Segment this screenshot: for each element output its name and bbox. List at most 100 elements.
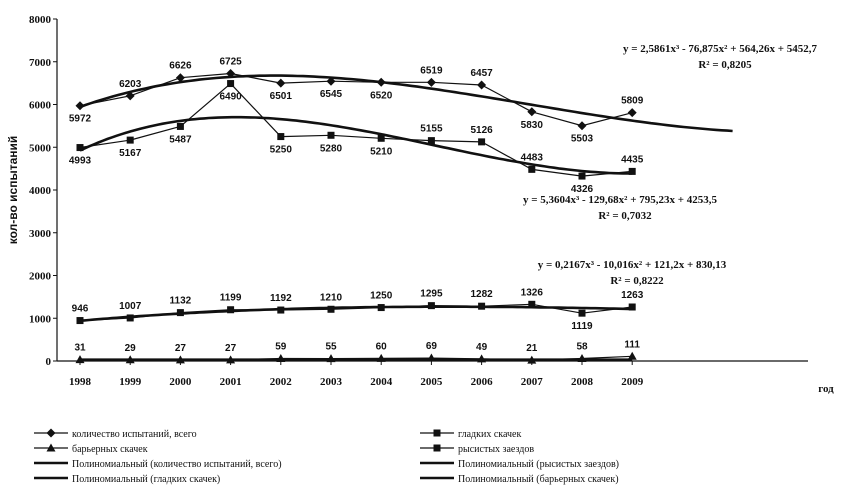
data-label: 6490 (219, 92, 242, 103)
data-label: 4993 (69, 156, 92, 167)
data-label: 6519 (420, 65, 443, 76)
legend-label: количество испытаний, всего (72, 429, 197, 440)
data-label: 6725 (219, 57, 242, 68)
series-3-point (125, 355, 135, 364)
series-3-point (376, 353, 386, 362)
data-label: 5830 (521, 120, 544, 131)
legend-marker (433, 444, 441, 452)
data-label: 1199 (220, 293, 242, 304)
series-0-point (426, 77, 436, 87)
trend-equation: y = 0,2167x³ - 10,016x² + 121,2x + 830,1… (538, 259, 727, 271)
series-3-point (577, 354, 587, 363)
series-1-point (478, 138, 486, 146)
y-tick-label: 6000 (29, 100, 52, 112)
trendline-0 (79, 74, 733, 133)
trend-r2: R² = 0,8222 (610, 275, 664, 287)
legend-label: Полиномиальный (рысистых заездов) (458, 459, 619, 470)
series-1-point (76, 144, 84, 152)
series-2-point (327, 305, 335, 313)
series-1-point (176, 122, 184, 130)
x-tick-label: 2006 (471, 376, 494, 388)
y-tick-label: 0 (46, 356, 52, 368)
data-label: 6626 (169, 61, 192, 72)
legend-marker (46, 443, 56, 452)
series-0-point (326, 76, 336, 86)
y-tick-label: 4000 (29, 185, 52, 197)
data-label: 1282 (470, 289, 493, 300)
trend-r2: R² = 0,8205 (698, 59, 752, 71)
data-label: 946 (72, 304, 89, 315)
series-3-point (426, 353, 436, 362)
series-1-point (628, 167, 636, 175)
data-label: 5250 (270, 145, 293, 156)
x-tick-label: 2004 (370, 376, 393, 388)
data-label: 5487 (169, 134, 192, 145)
data-label: 6501 (270, 91, 293, 102)
series-2-point (227, 306, 235, 314)
x-axis-title: год (818, 383, 834, 395)
data-label: 1295 (420, 289, 443, 300)
y-tick-label: 3000 (29, 228, 52, 240)
series-1-point (277, 133, 285, 141)
x-tick-label: 2000 (169, 376, 192, 388)
y-axis-title: кол-во испытаний (6, 136, 20, 244)
data-label: 29 (125, 343, 137, 354)
series-3-point (75, 355, 85, 364)
series-2-point (277, 306, 285, 314)
data-label: 31 (74, 343, 86, 354)
series-0-point (527, 107, 537, 117)
data-label: 69 (426, 341, 438, 352)
series-3-point (477, 354, 487, 363)
legend-label: гладких скачек (458, 429, 521, 440)
series-2-point (126, 314, 134, 322)
x-tick-label: 2003 (320, 376, 343, 388)
series-0-point (577, 121, 587, 131)
data-label: 49 (476, 342, 488, 353)
x-tick-label: 2009 (621, 376, 644, 388)
series-1-point (227, 80, 235, 88)
data-label: 6520 (370, 90, 393, 101)
series-2-point (628, 303, 636, 311)
axes: 0 1000 2000 3000 4000 5000 6000 7000 8000 1998 199… (29, 14, 808, 388)
data-label: 6457 (470, 68, 493, 79)
data-label: 4483 (521, 152, 544, 163)
series-line-3 (79, 355, 633, 361)
y-tick-label: 5000 (29, 142, 52, 154)
trend-r2: R² = 0,7032 (598, 210, 652, 222)
data-label: 4326 (571, 184, 594, 195)
series-2-point (478, 302, 486, 310)
series-line-2 (79, 303, 633, 322)
data-label: 6203 (119, 79, 142, 90)
data-label: 6545 (320, 89, 343, 100)
series-2-point (528, 300, 536, 308)
series-3-point (226, 355, 236, 364)
data-label: 5280 (320, 143, 343, 154)
series-3-point (175, 355, 185, 364)
data-label: 60 (376, 341, 388, 352)
series-0-point (226, 69, 236, 79)
trend-equation: y = 5,3604x³ - 129,68x² + 795,23x + 4253… (523, 194, 718, 206)
series-1-point (327, 131, 335, 139)
data-label: 59 (275, 341, 287, 352)
data-label: 27 (175, 343, 187, 354)
series-0-point (175, 73, 185, 83)
data-label: 1263 (621, 290, 644, 301)
series-1-point (377, 134, 385, 142)
data-label: 5809 (621, 96, 644, 107)
series-3-point (627, 351, 637, 360)
legend-label: Полиномиальный (барьерных скачек) (458, 474, 619, 485)
legend-marker (433, 429, 441, 437)
series-3-point (276, 353, 286, 362)
series-1-point (578, 172, 586, 180)
series-0-point (125, 91, 135, 101)
trend-equations: y = 2,5861x³ - 76,875x² + 564,26x + 5452… (523, 43, 818, 287)
series-line-1 (79, 82, 633, 177)
series-3-point (326, 354, 336, 363)
series-0-point (477, 80, 487, 90)
data-label: 1132 (170, 296, 192, 307)
data-label: 1210 (320, 292, 343, 303)
series-1-point (427, 137, 435, 145)
data-labels: 5972 6203 6626 6725 6501 6545 6520 6519 6457 5830… (69, 57, 644, 355)
series-2-point (176, 309, 184, 317)
series-0-point (627, 108, 637, 118)
